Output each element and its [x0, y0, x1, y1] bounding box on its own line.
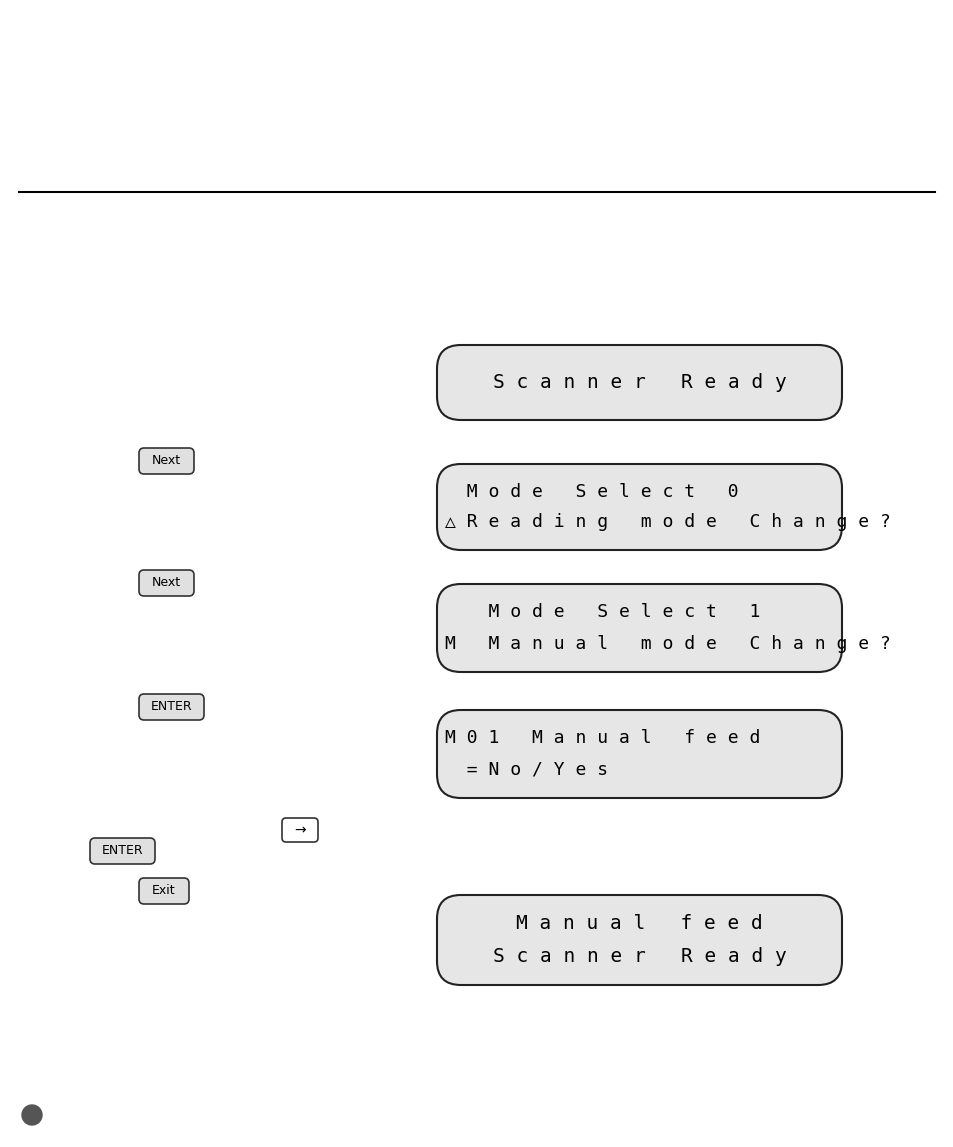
Text: →: →	[294, 824, 306, 837]
FancyBboxPatch shape	[90, 838, 154, 864]
Text: M 0 1   M a n u a l   f e e d: M 0 1 M a n u a l f e e d	[444, 729, 760, 747]
FancyBboxPatch shape	[436, 584, 841, 672]
Text: ENTER: ENTER	[102, 844, 143, 858]
FancyBboxPatch shape	[436, 710, 841, 798]
Text: Exit: Exit	[152, 884, 175, 897]
FancyBboxPatch shape	[282, 818, 317, 842]
FancyBboxPatch shape	[436, 465, 841, 551]
Text: M a n u a l   f e e d: M a n u a l f e e d	[516, 914, 762, 934]
Text: = N o / Y e s: = N o / Y e s	[444, 760, 607, 779]
FancyBboxPatch shape	[139, 877, 189, 904]
Text: ENTER: ENTER	[151, 701, 193, 713]
Text: △ R e a d i n g   m o d e   C h a n g e ?: △ R e a d i n g m o d e C h a n g e ?	[444, 514, 890, 531]
FancyBboxPatch shape	[139, 448, 193, 474]
FancyBboxPatch shape	[139, 570, 193, 596]
Text: M   M a n u a l   m o d e   C h a n g e ?: M M a n u a l m o d e C h a n g e ?	[444, 634, 890, 653]
Circle shape	[22, 1105, 42, 1125]
Text: M o d e   S e l e c t   1: M o d e S e l e c t 1	[444, 603, 760, 622]
Text: Next: Next	[152, 577, 181, 590]
FancyBboxPatch shape	[436, 345, 841, 420]
Text: M o d e   S e l e c t   0: M o d e S e l e c t 0	[444, 483, 738, 500]
Text: S c a n n e r   R e a d y: S c a n n e r R e a d y	[492, 946, 785, 966]
FancyBboxPatch shape	[436, 895, 841, 985]
Text: S c a n n e r   R e a d y: S c a n n e r R e a d y	[492, 373, 785, 392]
FancyBboxPatch shape	[139, 694, 204, 720]
Text: Next: Next	[152, 454, 181, 468]
